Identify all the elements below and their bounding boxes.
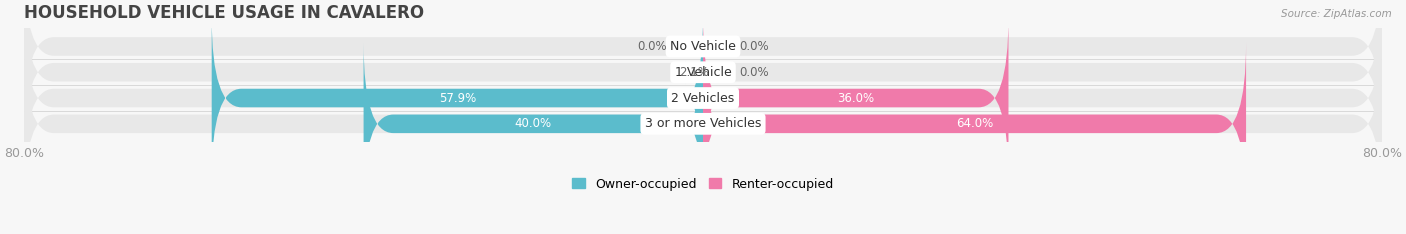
Text: 0.0%: 0.0% xyxy=(740,40,769,53)
FancyBboxPatch shape xyxy=(364,43,703,205)
Text: 1 Vehicle: 1 Vehicle xyxy=(675,66,731,79)
FancyBboxPatch shape xyxy=(703,17,1008,179)
Text: 40.0%: 40.0% xyxy=(515,117,551,130)
Text: 2 Vehicles: 2 Vehicles xyxy=(672,91,734,105)
Text: Source: ZipAtlas.com: Source: ZipAtlas.com xyxy=(1281,9,1392,19)
FancyBboxPatch shape xyxy=(212,17,703,179)
Text: 36.0%: 36.0% xyxy=(837,91,875,105)
FancyBboxPatch shape xyxy=(24,43,1382,205)
FancyBboxPatch shape xyxy=(685,60,703,85)
Legend: Owner-occupied, Renter-occupied: Owner-occupied, Renter-occupied xyxy=(568,173,838,196)
Text: 0.0%: 0.0% xyxy=(637,40,666,53)
Text: No Vehicle: No Vehicle xyxy=(671,40,735,53)
Text: 2.1%: 2.1% xyxy=(679,66,709,79)
FancyBboxPatch shape xyxy=(24,17,1382,179)
Text: 3 or more Vehicles: 3 or more Vehicles xyxy=(645,117,761,130)
FancyBboxPatch shape xyxy=(24,0,1382,153)
FancyBboxPatch shape xyxy=(24,0,1382,128)
FancyBboxPatch shape xyxy=(703,43,1246,205)
Text: 0.0%: 0.0% xyxy=(740,66,769,79)
Text: 64.0%: 64.0% xyxy=(956,117,993,130)
Text: 57.9%: 57.9% xyxy=(439,91,477,105)
Text: HOUSEHOLD VEHICLE USAGE IN CAVALERO: HOUSEHOLD VEHICLE USAGE IN CAVALERO xyxy=(24,4,425,22)
